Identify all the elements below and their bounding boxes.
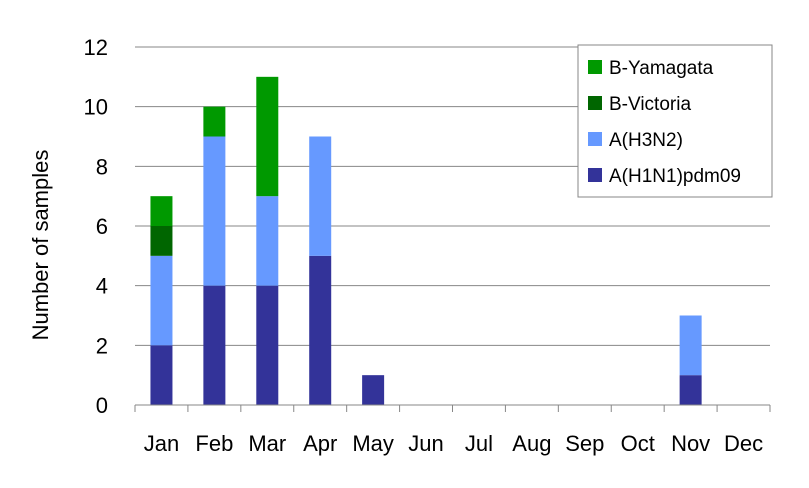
bar-segment (679, 375, 702, 405)
legend-label: A(H1N1)pdm09 (609, 166, 741, 187)
bar-segment (256, 76, 279, 197)
legend-label: A(H3N2) (609, 130, 683, 151)
bar-segment (203, 136, 226, 286)
x-tick-label: Sep (565, 431, 604, 456)
x-tick-label: May (352, 431, 394, 456)
y-tick-label: 12 (84, 35, 108, 60)
x-tick-label: Apr (303, 431, 337, 456)
bar-segment (150, 196, 173, 226)
x-tick-label: Dec (724, 431, 763, 456)
bar-segment (309, 136, 332, 256)
x-tick-label: Mar (248, 431, 286, 456)
legend-label: B-Yamagata (609, 58, 714, 79)
y-tick-label: 0 (96, 393, 108, 418)
bar-segment (203, 285, 226, 405)
y-tick-label: 4 (96, 274, 108, 299)
y-tick-label: 8 (96, 154, 108, 179)
bar-segment (256, 285, 279, 405)
x-tick-label: Jan (144, 431, 179, 456)
x-tick-label: Nov (671, 431, 710, 456)
bar-segment (679, 315, 702, 376)
x-tick-label: Feb (195, 431, 233, 456)
legend-swatch (588, 168, 602, 182)
legend-label: B-Victoria (609, 94, 691, 115)
legend-box (577, 44, 773, 198)
legend-swatch (588, 132, 602, 146)
bars (150, 76, 702, 405)
bar-segment (362, 375, 385, 405)
y-tick-label: 10 (84, 95, 108, 120)
x-tick-label: Oct (621, 431, 655, 456)
bar-segment (150, 345, 173, 405)
x-tick-label: Jun (408, 431, 443, 456)
bar-segment (150, 255, 173, 346)
x-tick-label: Aug (512, 431, 551, 456)
gridlines (135, 46, 770, 346)
bar-segment (309, 255, 332, 405)
bar-segment (256, 196, 279, 286)
axes: 0 2 4 6 8 10 12 Jan Feb Mar Apr May Jun Jul Aug Sep Oct N… (84, 35, 771, 456)
y-axis-title: Number of samples (28, 150, 53, 341)
legend-swatch (588, 60, 602, 74)
bar-segment (203, 106, 226, 137)
legend-swatch (588, 96, 602, 110)
legend: B-Yamagata B-Victoria A(H3N2) A(H1N1)pdm09 (577, 44, 773, 198)
y-tick-label: 6 (96, 214, 108, 239)
y-tick-label: 2 (96, 333, 108, 358)
bar-segment (150, 226, 173, 256)
x-tick-label: Jul (465, 431, 493, 456)
